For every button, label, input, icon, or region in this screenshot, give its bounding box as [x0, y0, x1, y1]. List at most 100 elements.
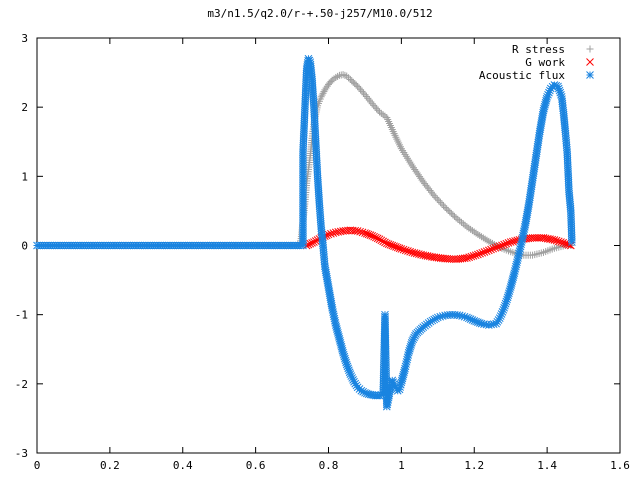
- data-point: [478, 248, 487, 257]
- data-point: [399, 245, 408, 254]
- data-point: [332, 73, 340, 81]
- data-point: [351, 226, 360, 235]
- x-tick-label: 1.4: [537, 459, 557, 472]
- data-point: [358, 228, 367, 237]
- data-point: [435, 197, 443, 205]
- data-point: [355, 84, 363, 92]
- y-tick-label: -1: [15, 309, 28, 322]
- data-point: [500, 240, 508, 249]
- x-tick-label: 0.8: [319, 459, 339, 472]
- data-point: [444, 206, 452, 214]
- data-point: [568, 238, 576, 246]
- data-point: [550, 236, 559, 244]
- data-point: [320, 88, 328, 96]
- data-point: [459, 220, 467, 228]
- data-point: [482, 247, 491, 256]
- data-point: [465, 224, 473, 232]
- data-point: [367, 98, 375, 106]
- data-point: [489, 244, 498, 253]
- x-tick-label: 1.6: [610, 459, 630, 472]
- data-point: [414, 171, 422, 179]
- data-point: [361, 91, 369, 99]
- y-axis: 3 2 1 0 -1 -2 -3: [15, 32, 620, 460]
- data-point: [504, 239, 513, 247]
- legend-label: G work: [525, 56, 565, 69]
- data-point: [461, 221, 469, 229]
- data-point: [469, 252, 478, 260]
- data-point: [334, 72, 342, 80]
- data-point: [412, 167, 420, 175]
- data-point: [412, 249, 421, 258]
- data-point: [429, 190, 437, 198]
- data-point: [410, 164, 418, 172]
- data-point: [416, 173, 424, 181]
- data-point: [487, 245, 495, 254]
- data-point: [470, 228, 478, 236]
- data-point: [375, 235, 384, 244]
- data-point: [502, 239, 511, 248]
- data-point: [472, 229, 480, 237]
- data-point: [327, 229, 335, 238]
- data-point: [345, 74, 353, 82]
- data-point: [559, 238, 568, 247]
- data-point: [471, 251, 480, 260]
- data-point: [463, 223, 471, 231]
- data-point: [447, 209, 455, 217]
- data-point: [449, 211, 457, 219]
- data-point: [465, 253, 474, 262]
- data-point: [341, 71, 349, 79]
- data-point: [330, 75, 338, 83]
- data-point: [476, 249, 484, 258]
- data-point: [491, 243, 500, 252]
- data-point: [493, 243, 502, 251]
- data-point: [509, 237, 517, 246]
- data-point: [506, 238, 515, 246]
- data-point: [353, 227, 362, 235]
- x-tick-label: 0: [34, 459, 41, 472]
- data-point: [483, 236, 491, 244]
- data-point: [474, 230, 482, 238]
- data-point: [404, 247, 412, 255]
- data-point: [311, 237, 320, 245]
- series-layer: [33, 54, 576, 411]
- data-point: [481, 235, 489, 243]
- data-point: [457, 218, 465, 226]
- y-tick-label: 1: [21, 170, 28, 183]
- data-point: [454, 215, 462, 223]
- data-point: [331, 228, 340, 237]
- data-point: [479, 234, 487, 242]
- data-point: [557, 238, 565, 246]
- data-point: [397, 245, 406, 253]
- data-point: [358, 87, 366, 95]
- data-point: [354, 82, 362, 90]
- data-point: [368, 100, 376, 108]
- data-point: [359, 89, 367, 97]
- data-point: [498, 241, 506, 250]
- legend-marker: [586, 45, 594, 53]
- data-point: [357, 86, 365, 94]
- data-point: [370, 101, 378, 109]
- x-tick-label: 0.2: [100, 459, 120, 472]
- data-point: [408, 162, 416, 170]
- y-tick-label: 0: [21, 240, 28, 253]
- data-point: [379, 111, 387, 119]
- data-point: [487, 238, 495, 246]
- data-point: [365, 96, 373, 104]
- data-point: [329, 229, 338, 237]
- data-point: [463, 254, 471, 262]
- data-point: [343, 72, 351, 80]
- legend-label: R stress: [512, 43, 565, 56]
- data-point: [373, 105, 381, 113]
- chart-title: m3/n1.5/q2.0/r-+.50-j257/M10.0/512: [207, 7, 432, 20]
- data-point: [552, 236, 561, 245]
- data-point: [484, 246, 493, 255]
- data-point: [356, 227, 364, 236]
- data-point: [377, 236, 386, 245]
- data-point: [432, 193, 440, 201]
- data-point: [441, 203, 449, 211]
- y-tick-label: 3: [21, 32, 28, 45]
- data-point: [554, 237, 563, 246]
- x-axis: 0 0.2 0.4 0.6 0.8 1 1.2 1.4 1.6: [34, 38, 630, 472]
